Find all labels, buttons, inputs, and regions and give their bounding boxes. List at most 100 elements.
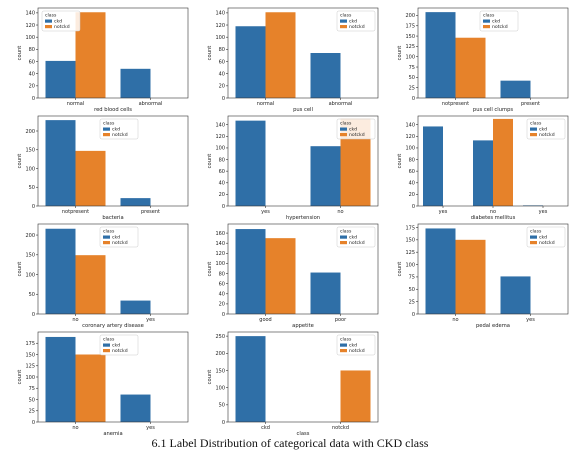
legend-entry: notckd — [349, 132, 365, 138]
legend-swatch — [103, 343, 110, 347]
legend-swatch — [530, 127, 537, 131]
bar-ckd — [120, 300, 151, 314]
x-tick-label: yes — [146, 425, 155, 431]
x-tick-label: no — [72, 317, 78, 323]
x-tick-label: no — [452, 317, 458, 323]
legend-swatch — [340, 25, 347, 29]
y-tick-label: 125 — [405, 250, 415, 256]
legend-entry: ckd — [349, 19, 357, 25]
chart-svg: 0 20 40 60 80 100 120 140 160 good poor appetite cou… — [207, 223, 379, 329]
y-tick-label: 150 — [405, 238, 415, 244]
legend-swatch — [103, 241, 110, 245]
y-tick-label: 60 — [219, 169, 225, 175]
chart-panel: 0 25 50 75 100 125 150 175 no yes anemia count class… — [6, 326, 196, 437]
bar-ckd — [235, 229, 266, 314]
x-axis-label: class — [297, 431, 310, 437]
y-tick-label: 20 — [219, 84, 225, 90]
plot-frame — [227, 223, 379, 315]
chart-panel: 0 50 100 150 200 notpresent present bacteria cou… — [6, 110, 196, 221]
legend-entry: notckd — [112, 240, 128, 246]
y-axis-label: count — [17, 154, 23, 169]
y-tick-label: 75 — [409, 65, 415, 71]
chart-panel: 0 20 40 60 80 100 120 140 normal abnormal red bloo… — [6, 2, 196, 113]
y-tick-label: 60 — [409, 169, 415, 175]
legend-swatch — [340, 127, 347, 131]
x-tick-label: good — [259, 317, 271, 323]
plot-frame — [37, 223, 189, 315]
chart-svg: 0 20 40 60 80 100 120 140 normal abnormal pus cell… — [207, 7, 379, 113]
x-tick-label: no — [490, 209, 496, 215]
bar-notckd — [455, 239, 486, 314]
bar-ckd — [45, 60, 76, 98]
legend-entry: ckd — [492, 19, 500, 25]
y-tick-label: 120 — [215, 23, 225, 29]
legend-title: class — [530, 229, 542, 235]
legend-swatch — [340, 343, 347, 347]
x-axis-label: appetite — [292, 323, 314, 329]
legend-swatch — [483, 25, 490, 29]
legend-swatch — [103, 235, 110, 239]
legend-title: class — [340, 121, 352, 127]
chart-svg: 0 25 50 75 100 125 150 175 200 notpresent present p… — [397, 7, 569, 113]
legend-title: class — [45, 13, 57, 19]
x-tick-label: present — [521, 101, 540, 107]
bar-ckd — [425, 12, 456, 98]
bar-ckd — [120, 68, 151, 98]
y-tick-label: 0 — [32, 204, 35, 210]
x-tick-label: yes — [146, 317, 155, 323]
y-tick-label: 0 — [412, 96, 415, 102]
bar-notckd — [75, 150, 106, 206]
x-axis-label: hypertension — [286, 215, 320, 221]
x-axis-label: red blood cells — [94, 107, 132, 113]
x-axis-label: coronary artery disease — [82, 323, 144, 329]
x-tick-label: normal — [67, 101, 85, 107]
plot-frame — [227, 331, 379, 423]
y-tick-label: 0 — [222, 96, 225, 102]
chart-panel: 0 20 40 60 80 100 120 140 normal abnormal pus cell… — [196, 2, 386, 113]
plot-frame — [227, 7, 379, 99]
x-tick-label: ckd — [261, 425, 270, 431]
legend-title: class — [103, 121, 115, 127]
legend-entry: notckd — [54, 24, 70, 30]
y-tick-label: 100 — [215, 35, 225, 41]
y-tick-label: 150 — [405, 34, 415, 40]
figure-caption: 6.1 Label Distribution of categorical da… — [151, 436, 429, 450]
legend-swatch — [530, 133, 537, 137]
y-tick-label: 40 — [219, 71, 225, 77]
x-axis-label: pedal edema — [476, 323, 510, 329]
legend-title: class — [530, 121, 542, 127]
y-axis-label: count — [207, 262, 213, 277]
legend-title: class — [483, 13, 495, 19]
bar-ckd — [235, 120, 266, 206]
y-tick-label: 25 — [409, 85, 415, 91]
legend-entry: ckd — [539, 127, 547, 133]
legend-swatch — [45, 19, 52, 23]
y-tick-label: 0 — [222, 312, 225, 318]
x-tick-label: normal — [257, 101, 275, 107]
legend-swatch — [340, 235, 347, 239]
legend-entry: ckd — [54, 19, 62, 25]
chart-panel: 0 20 40 60 80 100 120 140 yes no yes diabetes melli… — [386, 110, 576, 221]
bar-ckd — [423, 126, 443, 206]
y-tick-label: 120 — [25, 23, 35, 29]
y-tick-label: 150 — [25, 148, 35, 154]
chart-panel: 0 50 100 150 200 250 ckd notckd class count class c… — [196, 326, 386, 437]
legend-title: class — [340, 229, 352, 235]
y-tick-label: 100 — [215, 261, 225, 267]
bar-ckd — [45, 120, 76, 206]
chart-svg: 0 20 40 60 80 100 120 140 yes no yes diabetes melli… — [397, 115, 569, 221]
legend-swatch — [103, 133, 110, 137]
legend-entry: notckd — [349, 240, 365, 246]
chart-svg: 0 20 40 60 80 100 120 140 yes no hypertension count… — [207, 115, 379, 221]
y-axis-label: count — [17, 370, 23, 385]
legend-swatch — [530, 235, 537, 239]
chart-svg: 0 20 40 60 80 100 120 140 normal abnormal red bloo… — [17, 7, 189, 113]
chart-svg: 0 25 50 75 100 125 150 175 no yes pedal edema count… — [397, 223, 569, 329]
y-tick-label: 60 — [29, 59, 35, 65]
y-axis-label: count — [207, 46, 213, 61]
legend-title: class — [340, 337, 352, 343]
plot-frame — [417, 223, 569, 315]
